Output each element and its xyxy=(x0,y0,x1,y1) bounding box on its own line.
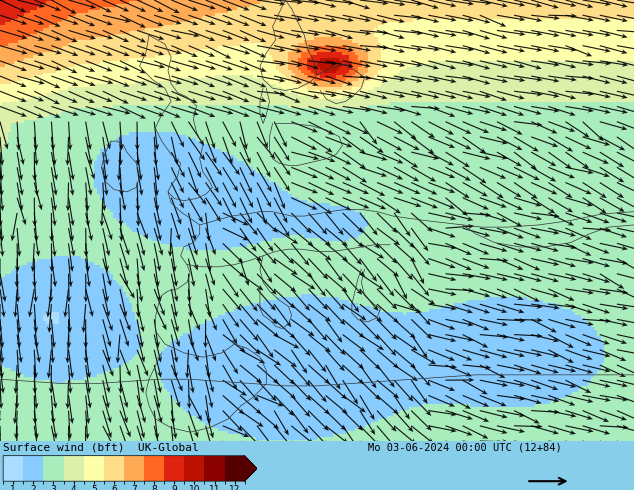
Text: Mo 03-06-2024 00:00 UTC (12+84): Mo 03-06-2024 00:00 UTC (12+84) xyxy=(368,442,562,452)
PathPatch shape xyxy=(245,456,257,481)
Text: Surface wind (bft)  UK-Global: Surface wind (bft) UK-Global xyxy=(3,442,199,452)
